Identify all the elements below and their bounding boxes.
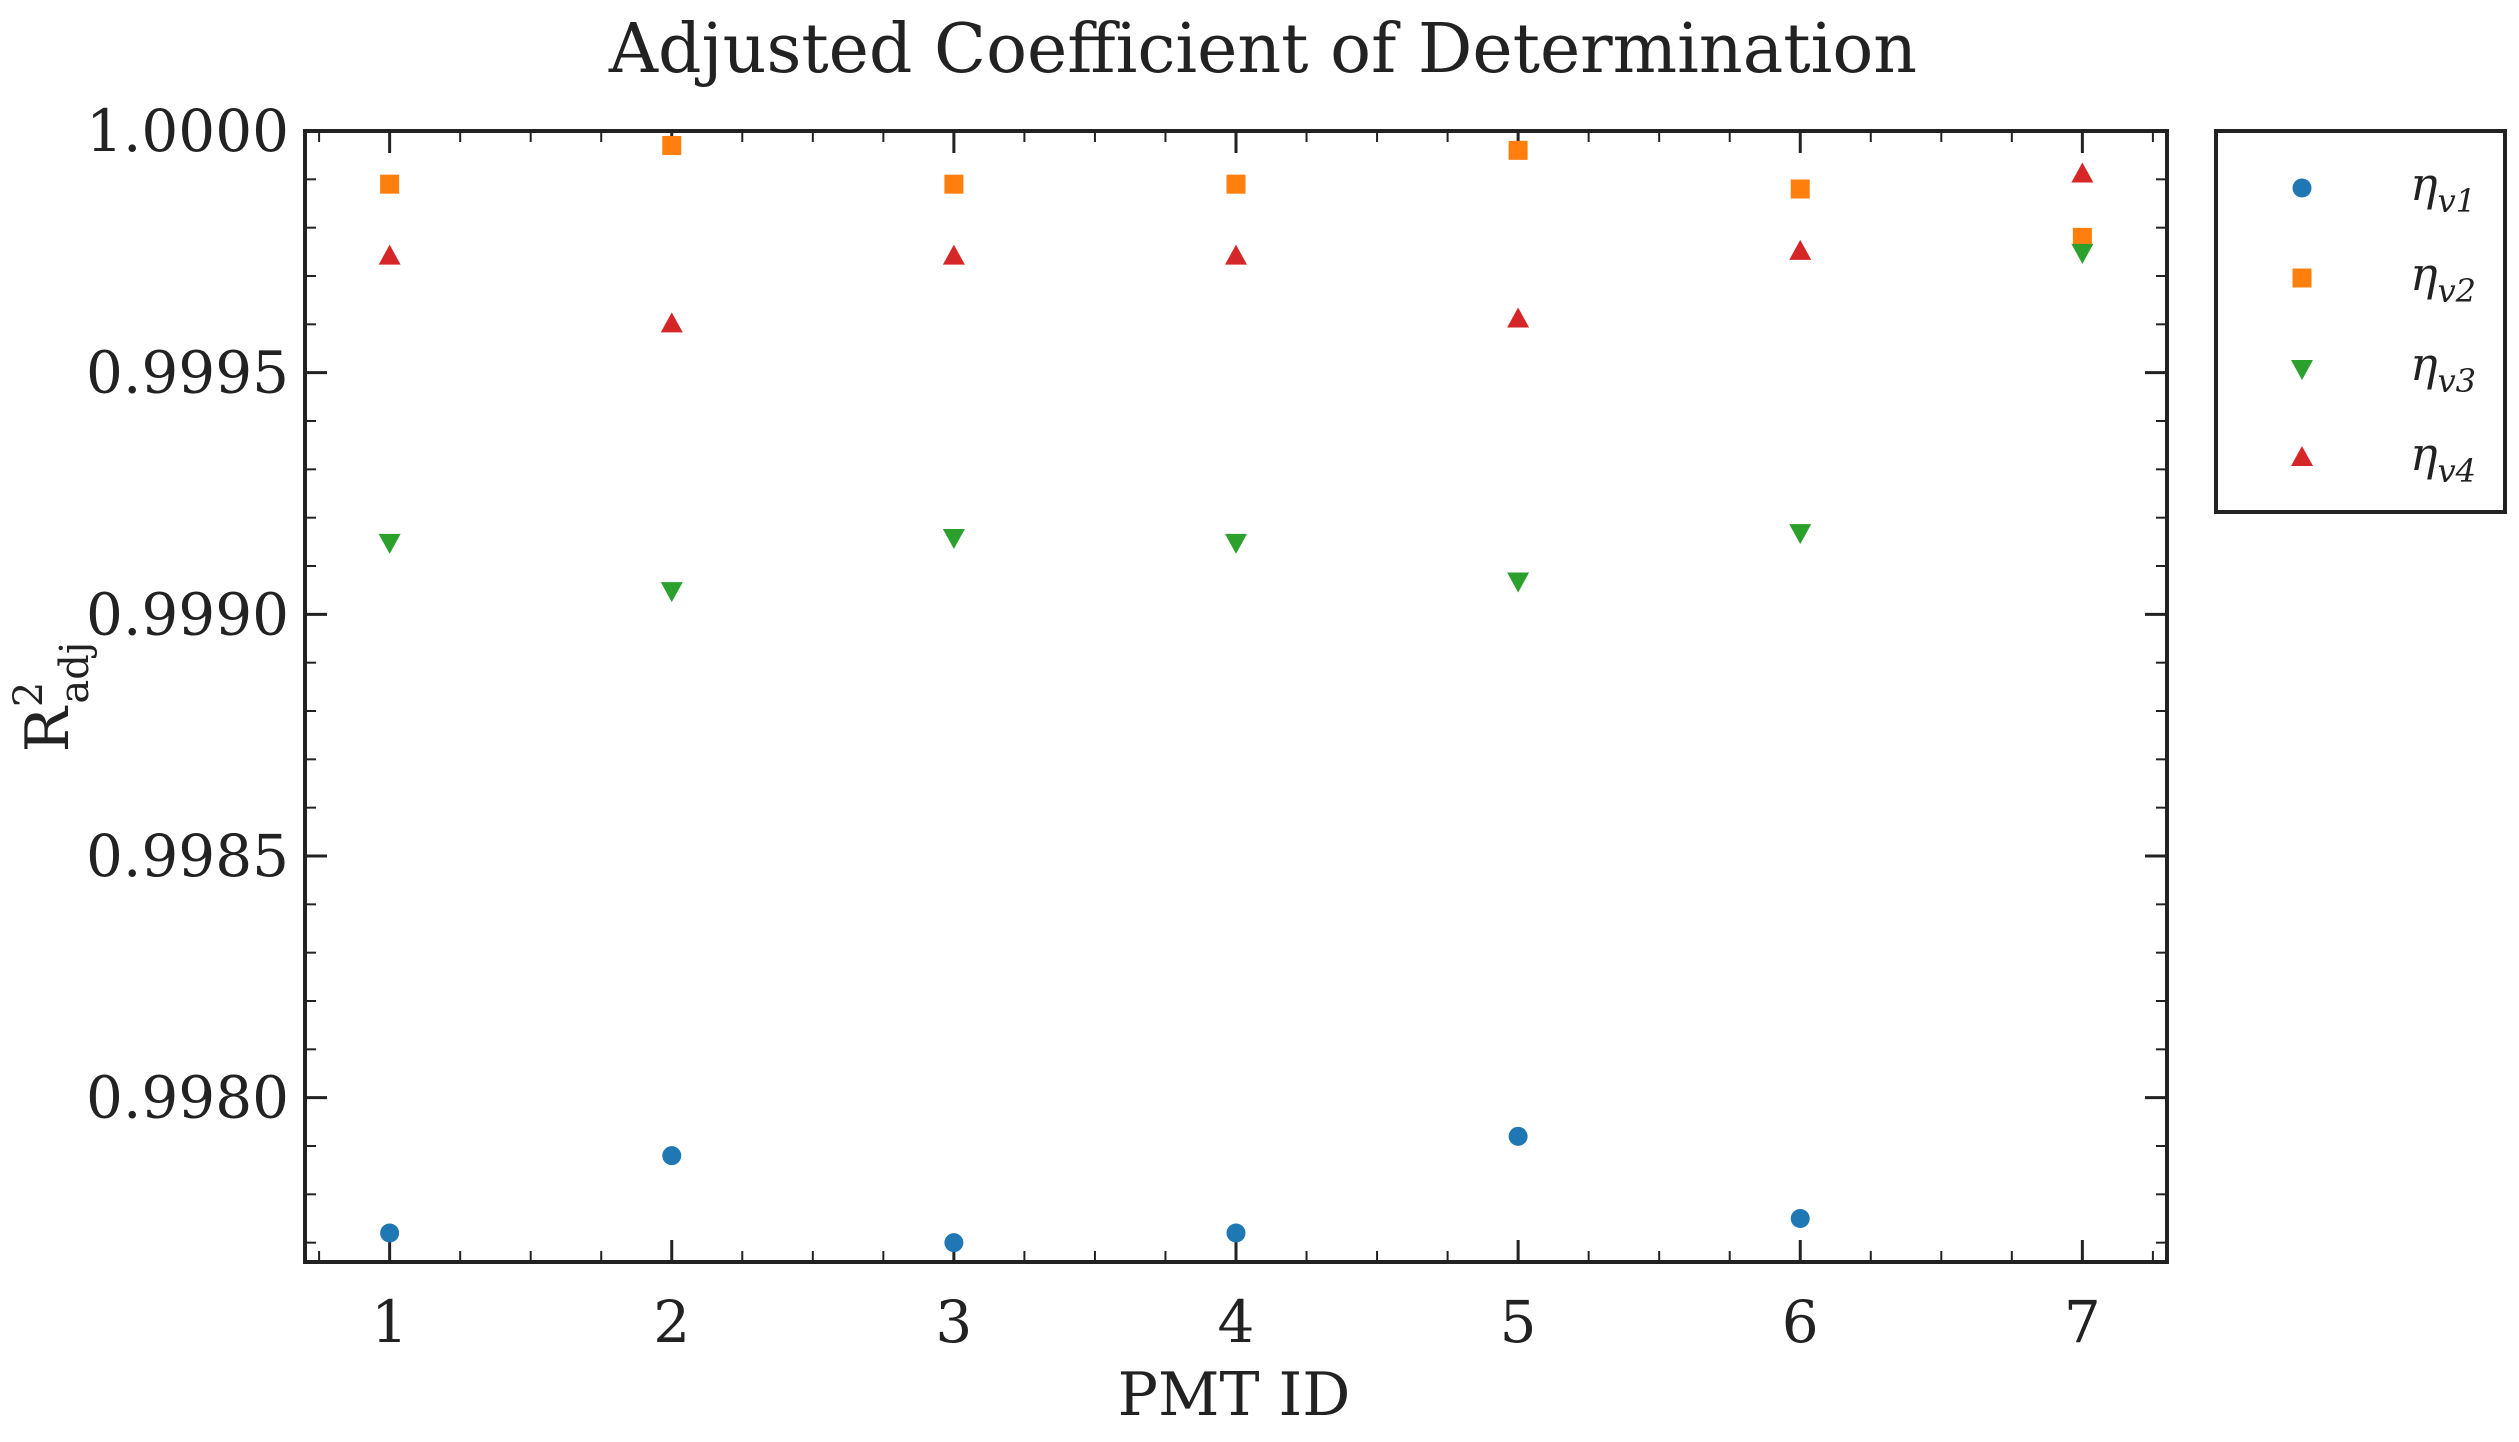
y-tick-label: 0.9980 xyxy=(86,1064,289,1132)
data-point-v2 xyxy=(2072,227,2092,247)
data-point-v4 xyxy=(1789,239,1812,260)
data-point-v3 xyxy=(1507,572,1530,593)
x-tick-label: 2 xyxy=(653,1288,690,1356)
data-point-v1 xyxy=(662,1146,682,1166)
data-point-v3 xyxy=(378,533,401,554)
data-point-v2 xyxy=(944,174,964,194)
chart-title: Adjusted Coefficient of Determination xyxy=(608,10,1917,89)
axis-ticks: 1 2 3 4 5 6 7 1.0000 0.9995 0.9990 0.9985 0.9980 xyxy=(86,97,2167,1356)
legend-label-v4: ηv4 xyxy=(2410,427,2476,490)
data-point-v1 xyxy=(380,1223,400,1243)
data-point-v4 xyxy=(2071,162,2094,183)
y-axis-label-sub: adj xyxy=(52,642,98,704)
x-tick-label: 5 xyxy=(1500,1288,1537,1356)
data-points xyxy=(378,136,2094,1253)
x-tick-label: 7 xyxy=(2064,1288,2101,1356)
x-tick-label: 3 xyxy=(935,1288,972,1356)
data-point-v4 xyxy=(378,244,401,265)
legend-label-v3: ηv3 xyxy=(2410,337,2476,400)
y-tick-label: 1.0000 xyxy=(86,97,289,165)
data-point-v3 xyxy=(1225,533,1247,554)
x-tick-label: 4 xyxy=(1218,1288,1255,1356)
legend-marker-v4 xyxy=(2291,446,2313,466)
legend-label-v1: ηv1 xyxy=(2410,157,2476,220)
data-point-v4 xyxy=(942,244,965,265)
data-point-v2 xyxy=(1790,179,1810,199)
legend-marker-v2 xyxy=(2292,268,2312,288)
x-tick-label: 1 xyxy=(371,1288,408,1356)
data-point-v3 xyxy=(2071,243,2094,264)
y-axis-label-base: R xyxy=(13,705,83,752)
data-point-v1 xyxy=(1226,1223,1246,1243)
y-tick-label: 0.9995 xyxy=(86,339,289,407)
x-tick-label: 6 xyxy=(1782,1288,1819,1356)
data-point-v2 xyxy=(1508,140,1528,160)
data-point-v4 xyxy=(1507,307,1530,328)
y-axis-label-sup: 2 xyxy=(6,682,52,707)
legend-label-v2: ηv2 xyxy=(2410,247,2476,310)
data-point-v3 xyxy=(1789,524,1812,545)
data-point-v3 xyxy=(660,582,683,603)
data-point-v2 xyxy=(1226,174,1246,194)
x-axis-label: PMT ID xyxy=(1118,1360,1351,1430)
data-point-v2 xyxy=(662,136,682,155)
data-point-v1 xyxy=(1790,1209,1810,1228)
data-point-v3 xyxy=(942,529,965,549)
legend: ηv1 ηv2 ηv3 ηv4 xyxy=(2214,129,2507,514)
y-tick-label: 0.9985 xyxy=(86,822,289,890)
svg-text:R2adj: R2adj xyxy=(6,642,98,753)
data-point-v2 xyxy=(380,174,400,194)
data-point-v4 xyxy=(1225,244,1247,265)
y-tick-label: 0.9990 xyxy=(86,580,289,648)
plot-frame xyxy=(303,129,2169,1264)
data-point-v4 xyxy=(660,312,683,333)
y-axis-label: R2adj xyxy=(6,642,98,753)
data-point-v1 xyxy=(1508,1126,1528,1146)
legend-box xyxy=(2214,129,2507,514)
legend-marker-v3 xyxy=(2291,360,2313,380)
legend-marker-v1 xyxy=(2292,178,2312,198)
data-point-v1 xyxy=(944,1233,964,1253)
